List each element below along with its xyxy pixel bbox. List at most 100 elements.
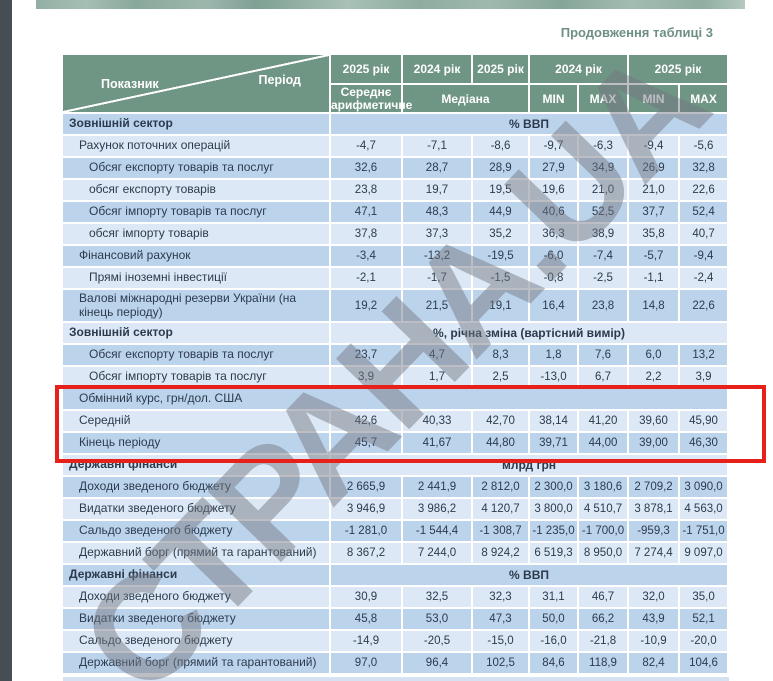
value-cell: 32,0 [629, 587, 679, 607]
value-cell: 8 924,2 [473, 543, 528, 563]
row-label: Державний борг (прямий та гарантований) [63, 543, 329, 563]
value-cell: 97,0 [331, 653, 401, 673]
value-cell: 2 665,9 [331, 477, 401, 497]
page-top-banner [36, 0, 745, 9]
value-cell: -1 751,0 [680, 521, 728, 541]
value-cell: -19,5 [473, 246, 528, 266]
table-row: Прямі іноземні інвестиції -2,1 -1,7 -1,5 -0,… [63, 268, 728, 288]
value-cell: 37,7 [629, 202, 679, 222]
value-cell: 21,0 [629, 180, 679, 200]
value-cell: -1 700,0 [579, 521, 628, 541]
value-cell: -2,4 [680, 268, 728, 288]
value-cell: 66,2 [579, 609, 628, 629]
table-row: Видатки зведеного бюджету 45,8 53,0 47,3 50,… [63, 609, 728, 629]
row-label: Сальдо зведеного бюджету [63, 521, 329, 541]
value-cell: 52,4 [680, 202, 728, 222]
value-cell: 1,8 [530, 345, 577, 365]
value-cell: -9,4 [629, 136, 679, 156]
table-row: Видатки зведеного бюджету 3 946,9 3 986,2 4… [63, 499, 728, 519]
section-label: Державні фінанси [63, 565, 329, 585]
table-row: Обсяг імпорту товарів та послуг 47,1 48,3 4… [63, 202, 728, 222]
value-cell: 4 120,7 [473, 499, 528, 519]
value-cell: 19,7 [403, 180, 471, 200]
value-cell: 37,3 [403, 224, 471, 244]
section-label: Зовнішній сектор [63, 323, 329, 343]
value-cell: 31,1 [530, 587, 577, 607]
table-row: Державний борг (прямий та гарантований) 8… [63, 543, 728, 563]
clipped-next-row [63, 677, 729, 681]
value-cell: 9 097,0 [680, 543, 728, 563]
value-cell: 36,3 [530, 224, 577, 244]
value-cell: -1 281,0 [331, 521, 401, 541]
value-cell: 3 986,2 [403, 499, 471, 519]
value-cell: -7,1 [403, 136, 471, 156]
row-label: Доходи зведеного бюджету [63, 477, 329, 497]
value-cell: -13,2 [403, 246, 471, 266]
value-cell: 53,0 [403, 609, 471, 629]
section-label: Державні фінанси [63, 455, 329, 475]
value-cell: -16,0 [530, 631, 577, 651]
value-cell: 47,1 [331, 202, 401, 222]
value-cell: 32,6 [331, 158, 401, 178]
row-label: обсяг імпорту товарів [63, 224, 329, 244]
value-cell: 32,3 [473, 587, 528, 607]
row-label: Обсяг імпорту товарів та послуг [63, 367, 329, 387]
value-cell: 39,00 [629, 433, 679, 453]
value-cell: 32,8 [680, 158, 728, 178]
value-cell: -6,3 [579, 136, 628, 156]
year-header: 2025 рік [473, 55, 528, 83]
value-cell: 3 800,0 [530, 499, 577, 519]
row-label: Прямі іноземні інвестиції [63, 268, 329, 288]
value-cell: 45,8 [331, 609, 401, 629]
table-row: обсяг імпорту товарів 37,8 37,3 35,2 36,3 38,… [63, 224, 728, 244]
table-row: Сальдо зведеного бюджету -1 281,0 -1 544,4… [63, 521, 728, 541]
value-cell: -1 544,4 [403, 521, 471, 541]
value-cell: 3 878,1 [629, 499, 679, 519]
year-header: 2025 рік [331, 55, 401, 83]
row-label: Кінець періоду [63, 433, 329, 453]
value-cell: 2 300,0 [530, 477, 577, 497]
row-label: Видатки зведеного бюджету [63, 499, 329, 519]
value-cell: -5,6 [680, 136, 728, 156]
table-row: Обсяг імпорту товарів та послуг 3,9 1,7 2,5… [63, 367, 728, 387]
row-label: Обсяг експорту товарів та послуг [63, 345, 329, 365]
value-cell: 14,8 [629, 290, 679, 321]
value-cell: 22,6 [680, 180, 728, 200]
value-cell: 23,7 [331, 345, 401, 365]
value-cell: 2,5 [473, 367, 528, 387]
value-cell: 41,20 [579, 411, 628, 431]
value-cell: 7 244,0 [403, 543, 471, 563]
section-row: Зовнішній сектор% ВВП [63, 114, 728, 134]
corner-col-label: Період [258, 73, 301, 88]
value-cell: 7 274,4 [629, 543, 679, 563]
value-cell: 4 563,0 [680, 499, 728, 519]
value-cell: 2 709,2 [629, 477, 679, 497]
value-cell: -9,4 [680, 246, 728, 266]
value-cell: 19,5 [473, 180, 528, 200]
value-cell: 52,5 [579, 202, 628, 222]
value-cell: 23,8 [579, 290, 628, 321]
value-cell: 39,71 [530, 433, 577, 453]
value-cell: 37,8 [331, 224, 401, 244]
value-cell: 7,6 [579, 345, 628, 365]
value-cell: -1,1 [629, 268, 679, 288]
value-cell: 3,9 [331, 367, 401, 387]
value-cell: 3,9 [680, 367, 728, 387]
value-cell: 50,0 [530, 609, 577, 629]
value-cell: 41,67 [403, 433, 471, 453]
row-label: Фінансовий рахунок [63, 246, 329, 266]
value-cell: 43,9 [629, 609, 679, 629]
value-cell: 8 367,2 [331, 543, 401, 563]
year-header: 2024 рік [403, 55, 471, 83]
value-cell: -1,5 [473, 268, 528, 288]
table-header: Показник Період 2025 рік 2024 рік 2025 р… [63, 55, 728, 112]
value-cell: 30,9 [331, 587, 401, 607]
value-cell: 2,2 [629, 367, 679, 387]
row-label: Рахунок поточних операцій [63, 136, 329, 156]
stat-header: MIN [629, 85, 679, 112]
year-header: 2024 рік [530, 55, 628, 83]
row-label: Валові міжнародні резерви України (на кі… [63, 290, 329, 321]
stat-header: MAX [680, 85, 728, 112]
row-label: обсяг експорту товарів [63, 180, 329, 200]
value-cell: 13,2 [680, 345, 728, 365]
